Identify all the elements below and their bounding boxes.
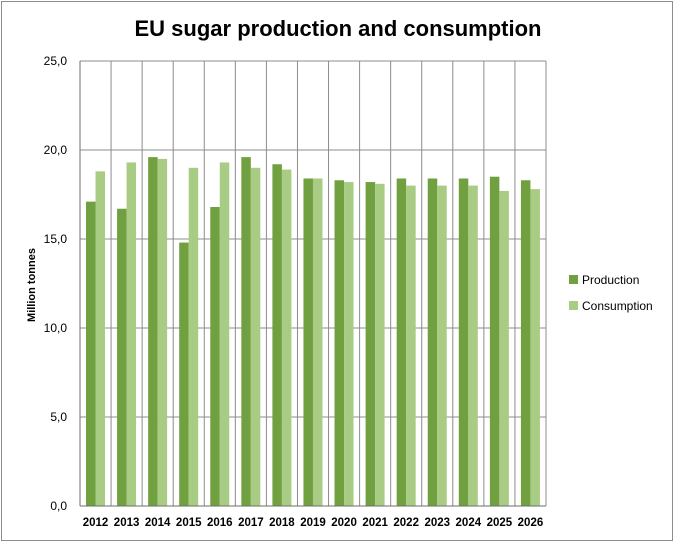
x-tick-label: 2021 — [362, 517, 388, 529]
x-tick-labels: 2012 2013 2014 2015 2016 2017 2018 2019 2020 2021… — [83, 517, 544, 529]
consumption-bar-2013 — [126, 162, 137, 506]
x-tick-label: 2018 — [269, 517, 295, 529]
production-bar-2014 — [148, 157, 158, 506]
production-bar-2015 — [179, 242, 189, 506]
consumption-bar-2021 — [375, 183, 385, 506]
y-tick-label: 0,0 — [50, 499, 67, 513]
production-bar-2023 — [427, 178, 438, 507]
production-bar-2026 — [520, 180, 531, 506]
consumption-bar-2012 — [95, 171, 105, 507]
consumption-bar-2022 — [406, 185, 416, 506]
bars — [86, 157, 540, 507]
production-bar-2017 — [241, 157, 251, 506]
consumption-bar-2020 — [344, 182, 354, 507]
x-tick-label: 2017 — [238, 517, 264, 529]
y-tick-labels: 0,0 5,0 10,0 15,0 20,0 25,0 — [44, 54, 68, 513]
consumption-bar-2024 — [468, 185, 478, 506]
consumption-bar-2025 — [499, 190, 509, 506]
axes — [79, 61, 546, 507]
legend-swatch-production — [569, 275, 578, 284]
x-tick-label: 2019 — [300, 517, 326, 529]
y-tick-label: 5,0 — [50, 410, 67, 424]
legend: Production Consumption — [569, 273, 653, 313]
production-bar-2012 — [86, 201, 96, 506]
production-bar-2021 — [365, 182, 376, 507]
production-bar-2016 — [210, 206, 220, 506]
production-bar-2020 — [334, 180, 345, 506]
y-tick-label: 15,0 — [44, 232, 68, 246]
x-tick-label: 2026 — [518, 517, 544, 529]
x-tick-label: 2012 — [83, 517, 109, 529]
consumption-bar-2026 — [530, 189, 540, 506]
production-bar-2019 — [303, 178, 313, 507]
production-bar-2013 — [117, 208, 127, 507]
legend-label-production: Production — [582, 273, 639, 287]
consumption-bar-2016 — [219, 162, 230, 506]
x-tick-label: 2024 — [456, 517, 482, 529]
x-tick-label: 2016 — [207, 517, 233, 529]
consumption-bar-2017 — [250, 167, 261, 507]
consumption-bar-2014 — [157, 158, 168, 506]
production-bar-2018 — [272, 164, 282, 507]
legend-swatch-consumption — [569, 301, 578, 310]
consumption-bar-2018 — [281, 169, 292, 506]
chart-title: EU sugar production and consumption — [135, 16, 542, 41]
production-bar-2024 — [458, 178, 469, 507]
consumption-bar-2015 — [188, 167, 199, 507]
x-tick-label: 2022 — [393, 517, 419, 529]
consumption-bar-2019 — [312, 178, 323, 507]
x-tick-label: 2020 — [331, 517, 357, 529]
x-tick-label: 2025 — [487, 517, 513, 529]
production-bar-2022 — [396, 178, 407, 507]
production-bar-2025 — [489, 176, 500, 506]
x-tick-label: 2014 — [145, 517, 171, 529]
consumption-bar-2023 — [437, 185, 447, 506]
legend-label-consumption: Consumption — [582, 299, 653, 313]
y-tick-label: 25,0 — [44, 54, 68, 68]
y-axis-label: Million tonnes — [26, 248, 38, 322]
x-tick-label: 2023 — [424, 517, 450, 529]
y-tick-label: 10,0 — [44, 321, 68, 335]
y-tick-label: 20,0 — [44, 143, 68, 157]
x-tick-label: 2013 — [114, 517, 140, 529]
x-tick-label: 2015 — [176, 517, 202, 529]
